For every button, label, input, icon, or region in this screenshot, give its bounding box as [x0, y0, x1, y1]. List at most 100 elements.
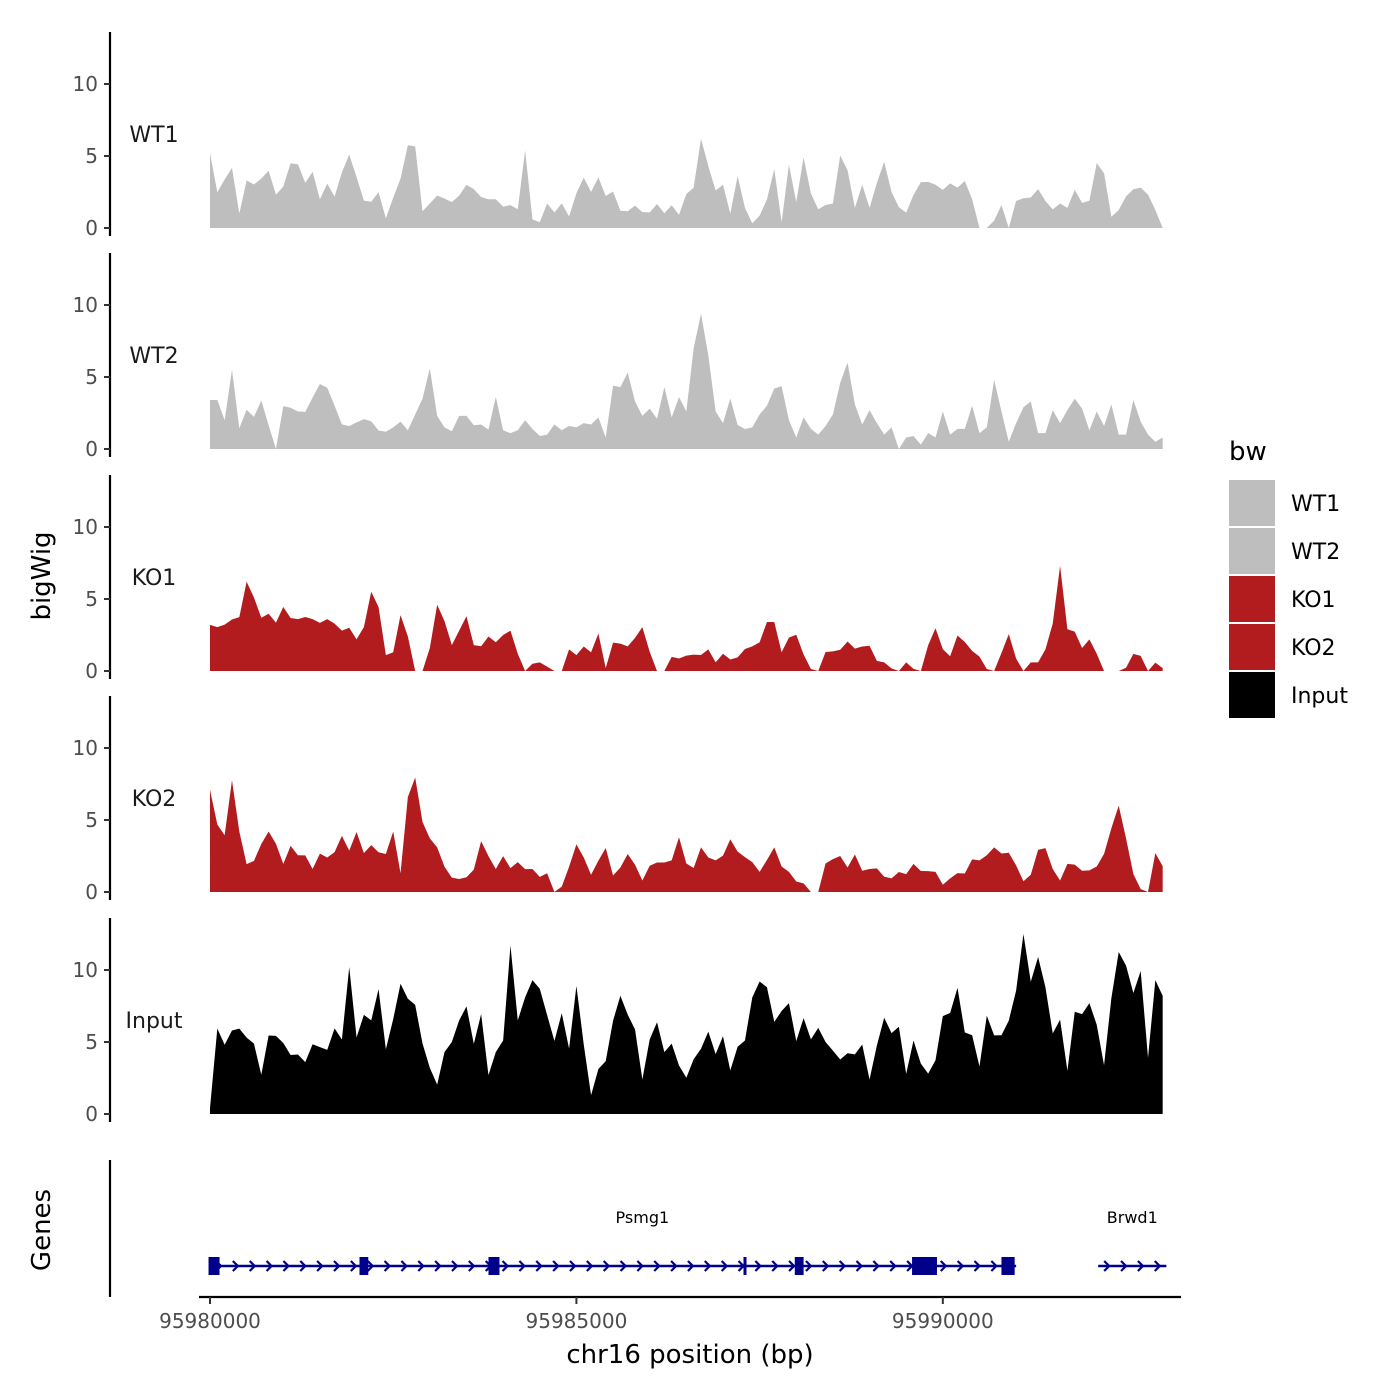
y-tick-label: 10 [73, 72, 98, 96]
track-label: KO2 [132, 787, 177, 812]
x-axis-title: chr16 position (bp) [566, 1340, 813, 1370]
strand-arrow [956, 1260, 965, 1272]
track-wt2: 0 5 10 WT2 [73, 253, 1163, 461]
strand-arrow [350, 1260, 358, 1272]
y-tick-label: 0 [85, 1102, 98, 1126]
coverage-tracks: 0 5 10 WT1 0 5 10 WT2 0 5 10 KO1 0 5 10 KO2 0 5 10 Input [73, 32, 1163, 1126]
exon-block [743, 1257, 747, 1275]
legend-label: WT2 [1291, 540, 1340, 565]
gene-annotation-track: Psmg1 Brwd1 [108, 1160, 1167, 1297]
strand-arrow [518, 1260, 526, 1272]
legend-label: KO1 [1291, 588, 1336, 613]
strand-arrow [805, 1260, 813, 1272]
strand-arrow [248, 1260, 257, 1272]
strand-arrow [468, 1260, 476, 1272]
legend-swatch-ko1 [1229, 576, 1275, 622]
coverage-area-wt1 [209, 138, 1163, 228]
y-tick-label: 10 [73, 293, 98, 317]
legend-label: WT1 [1291, 492, 1340, 517]
genes-track-title: Genes [27, 1189, 57, 1271]
strand-arrow [366, 1260, 375, 1272]
track-label: KO1 [132, 566, 177, 591]
gene-brwd1: Brwd1 [1098, 1208, 1167, 1272]
y-axis-title: bigWig [27, 531, 57, 620]
y-tick-label: 10 [73, 958, 98, 982]
strand-arrow [299, 1260, 307, 1272]
y-tick-label: 0 [85, 659, 98, 683]
strand-arrow [939, 1260, 948, 1272]
x-tick-label: 95990000 [892, 1309, 994, 1333]
legend-label: KO2 [1291, 636, 1336, 661]
strand-arrow [316, 1260, 324, 1272]
strand-arrow [552, 1260, 560, 1272]
strand-arrow [821, 1260, 830, 1272]
coverage-area-wt2 [209, 313, 1163, 449]
strand-arrow [1120, 1260, 1128, 1272]
strand-arrow [1137, 1260, 1145, 1272]
gene-name-label: Psmg1 [616, 1208, 670, 1227]
strand-arrow [889, 1260, 897, 1272]
strand-arrow [451, 1260, 459, 1272]
y-tick-label: 0 [85, 437, 98, 461]
strand-arrow [383, 1260, 392, 1272]
coverage-area-ko2 [209, 777, 1163, 892]
coverage-area-input [209, 934, 1163, 1114]
gene-name-label: Brwd1 [1107, 1208, 1158, 1227]
strand-arrow [619, 1260, 628, 1272]
y-tick-label: 10 [73, 515, 98, 539]
strand-arrow [602, 1260, 611, 1272]
gene-psmg1: Psmg1 [208, 1208, 1017, 1275]
strand-arrow [704, 1260, 712, 1272]
strand-arrow [265, 1260, 274, 1272]
strand-arrow [282, 1260, 290, 1272]
strand-arrow [838, 1260, 847, 1272]
track-wt1: 0 5 10 WT1 [73, 32, 1163, 240]
strand-arrow [670, 1260, 678, 1272]
strand-arrow [1103, 1260, 1111, 1272]
y-tick-label: 5 [85, 1030, 98, 1054]
exon-block [208, 1257, 220, 1275]
legend: bw WT1 WT2 KO1 KO2 Input [1229, 437, 1348, 718]
legend-swatch-ko2 [1229, 624, 1275, 670]
x-tick-label: 95985000 [526, 1309, 628, 1333]
strand-arrow [636, 1260, 644, 1272]
track-label: WT2 [129, 344, 178, 369]
strand-arrow [720, 1260, 729, 1272]
coverage-area-ko1 [209, 565, 1163, 671]
exon-block [1001, 1257, 1015, 1275]
exon-block [488, 1257, 500, 1275]
legend-label: Input [1291, 684, 1348, 709]
strand-arrow [1153, 1260, 1162, 1272]
strand-arrow [586, 1260, 594, 1272]
strand-arrow [653, 1260, 661, 1272]
track-input: 0 5 10 Input [73, 918, 1163, 1126]
exon-block [359, 1257, 369, 1275]
y-tick-label: 0 [85, 216, 98, 240]
y-tick-label: 0 [85, 880, 98, 904]
strand-arrow [535, 1260, 543, 1272]
strand-arrow [569, 1260, 577, 1272]
y-tick-label: 5 [85, 808, 98, 832]
strand-arrow [417, 1260, 425, 1272]
strand-arrow [434, 1260, 442, 1272]
exon-block [794, 1257, 804, 1275]
y-tick-label: 5 [85, 144, 98, 168]
strand-arrow [855, 1260, 864, 1272]
strand-arrow [232, 1260, 240, 1272]
strand-arrow [687, 1260, 695, 1272]
strand-arrow [973, 1260, 982, 1272]
track-label: Input [126, 1009, 183, 1034]
legend-swatch-wt2 [1229, 528, 1275, 574]
strand-arrow [754, 1260, 762, 1272]
strand-arrow [990, 1260, 998, 1272]
strand-arrow [771, 1260, 779, 1272]
x-axis: 95980000 95985000 95990000 [159, 1295, 1181, 1333]
strand-arrow [872, 1260, 880, 1272]
legend-swatch-input [1229, 672, 1275, 718]
track-ko1: 0 5 10 KO1 [73, 475, 1163, 683]
legend-swatch-wt1 [1229, 480, 1275, 526]
legend-title: bw [1229, 437, 1267, 467]
exon-block [912, 1257, 937, 1275]
track-ko2: 0 5 10 KO2 [73, 696, 1163, 904]
